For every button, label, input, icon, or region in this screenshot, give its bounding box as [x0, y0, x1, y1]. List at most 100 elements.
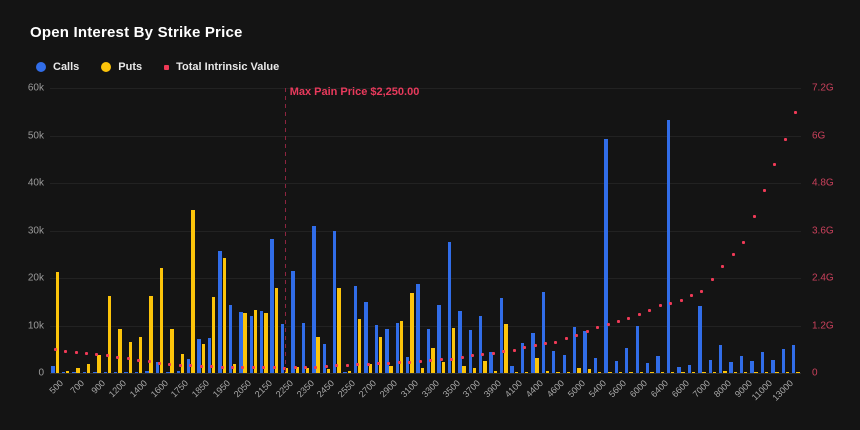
point-total-intrinsic-value-2900[interactable] [387, 361, 391, 365]
bar-puts-3600[interactable] [462, 365, 466, 373]
bar-calls-8000[interactable] [718, 344, 723, 373]
bar-puts-8500[interactable] [733, 372, 737, 373]
point-total-intrinsic-value-3400[interactable] [439, 358, 443, 362]
bar-puts-3300[interactable] [431, 348, 435, 373]
legend-item-calls[interactable]: Calls [36, 61, 79, 73]
bar-calls-2700[interactable] [364, 302, 368, 373]
bar-calls-3800[interactable] [479, 315, 483, 373]
point-total-intrinsic-value-4200[interactable] [523, 346, 527, 350]
bar-puts-900[interactable] [97, 354, 101, 373]
bar-calls-5600[interactable] [614, 361, 619, 373]
bar-puts-1300[interactable] [128, 341, 133, 373]
point-total-intrinsic-value-3300[interactable] [429, 359, 433, 363]
bar-puts-3000[interactable] [399, 320, 404, 373]
point-total-intrinsic-value-5200[interactable] [585, 330, 589, 334]
bar-calls-1950[interactable] [218, 250, 222, 373]
bar-calls-6800[interactable] [687, 364, 692, 373]
bar-calls-13000[interactable] [781, 348, 785, 373]
bar-calls-1600[interactable] [155, 361, 160, 373]
bar-puts-1950[interactable] [222, 257, 226, 373]
bar-puts-6800[interactable] [691, 372, 696, 373]
point-total-intrinsic-value-2200[interactable] [272, 366, 276, 370]
point-total-intrinsic-value-6000[interactable] [637, 312, 641, 316]
bar-puts-9000[interactable] [744, 372, 748, 373]
bar-puts-5800[interactable] [629, 372, 633, 373]
bar-puts-1800[interactable] [191, 209, 195, 373]
bar-calls-2350[interactable] [301, 323, 306, 373]
point-total-intrinsic-value-4600[interactable] [554, 340, 558, 344]
point-total-intrinsic-value-3900[interactable] [491, 351, 495, 355]
point-total-intrinsic-value-1200[interactable] [116, 355, 120, 359]
bar-puts-2150[interactable] [264, 313, 268, 373]
bar-puts-1750[interactable] [180, 354, 185, 373]
bar-calls-2400[interactable] [312, 226, 316, 373]
bar-puts-2000[interactable] [232, 363, 237, 373]
bar-calls-800[interactable] [82, 372, 87, 373]
bar-puts-1850[interactable] [201, 343, 206, 373]
bar-puts-5600[interactable] [618, 372, 623, 373]
bar-puts-2350[interactable] [305, 368, 310, 373]
bar-calls-7000[interactable] [698, 306, 702, 373]
bar-calls-1000[interactable] [103, 371, 107, 373]
bar-calls-1300[interactable] [124, 372, 128, 373]
point-total-intrinsic-value-3800[interactable] [481, 352, 485, 356]
bar-calls-1750[interactable] [176, 370, 180, 373]
bar-puts-4200[interactable] [524, 372, 529, 373]
bar-calls-4200[interactable] [520, 342, 525, 373]
bar-calls-2500[interactable] [333, 230, 337, 373]
bar-puts-700[interactable] [76, 368, 80, 373]
point-total-intrinsic-value-900[interactable] [95, 352, 99, 356]
point-total-intrinsic-value-700[interactable] [74, 350, 78, 354]
bar-puts-14000[interactable] [796, 372, 800, 373]
bar-puts-5500[interactable] [608, 371, 612, 373]
bar-calls-2800[interactable] [374, 325, 379, 373]
bar-calls-4600[interactable] [552, 351, 556, 373]
legend-item-total-intrinsic-value[interactable]: Total Intrinsic Value [164, 61, 279, 73]
point-total-intrinsic-value-3700[interactable] [470, 354, 474, 358]
bar-puts-4000[interactable] [504, 324, 508, 373]
bar-calls-2200[interactable] [270, 239, 274, 373]
bar-puts-10000[interactable] [754, 372, 758, 373]
bar-puts-1500[interactable] [149, 296, 153, 373]
bar-puts-12000[interactable] [775, 372, 779, 373]
bar-puts-2450[interactable] [326, 369, 331, 373]
bar-puts-7000[interactable] [702, 371, 706, 373]
point-total-intrinsic-value-13000[interactable] [783, 138, 787, 142]
point-total-intrinsic-value-2600[interactable] [356, 363, 360, 367]
bar-calls-11000[interactable] [760, 351, 765, 373]
bar-calls-2300[interactable] [291, 270, 295, 373]
bar-puts-2400[interactable] [316, 336, 320, 373]
bar-puts-6400[interactable] [660, 372, 664, 373]
bar-calls-5400[interactable] [593, 357, 598, 373]
bar-puts-8000[interactable] [723, 370, 727, 373]
bar-puts-1400[interactable] [139, 337, 143, 373]
bar-calls-1200[interactable] [113, 371, 118, 373]
bar-puts-800[interactable] [86, 363, 91, 373]
point-total-intrinsic-value-800[interactable] [85, 351, 88, 355]
bar-calls-2150[interactable] [260, 311, 264, 373]
bar-calls-1500[interactable] [145, 371, 149, 373]
bar-calls-4400[interactable] [531, 333, 535, 373]
point-total-intrinsic-value-2500[interactable] [335, 364, 339, 368]
bar-calls-1800[interactable] [187, 358, 191, 373]
bar-calls-2600[interactable] [353, 285, 358, 373]
point-total-intrinsic-value-1800[interactable] [189, 364, 193, 368]
bar-puts-5400[interactable] [598, 372, 602, 373]
bar-puts-1000[interactable] [107, 296, 112, 373]
bar-calls-1900[interactable] [207, 338, 212, 373]
bar-calls-900[interactable] [93, 372, 97, 373]
bar-calls-3100[interactable] [406, 356, 410, 373]
bar-puts-2550[interactable] [347, 371, 352, 373]
point-total-intrinsic-value-6600[interactable] [679, 299, 683, 303]
bar-puts-600[interactable] [66, 371, 70, 373]
bar-puts-4100[interactable] [514, 371, 518, 373]
point-total-intrinsic-value-4800[interactable] [564, 336, 568, 340]
bar-calls-3400[interactable] [437, 305, 441, 373]
point-total-intrinsic-value-6400[interactable] [658, 304, 662, 308]
bar-puts-2200[interactable] [274, 287, 279, 373]
bar-puts-3800[interactable] [483, 360, 487, 373]
bar-calls-6600[interactable] [677, 366, 681, 373]
bar-puts-2300[interactable] [295, 367, 299, 373]
point-total-intrinsic-value-4000[interactable] [502, 350, 506, 354]
bar-calls-2550[interactable] [343, 371, 347, 373]
